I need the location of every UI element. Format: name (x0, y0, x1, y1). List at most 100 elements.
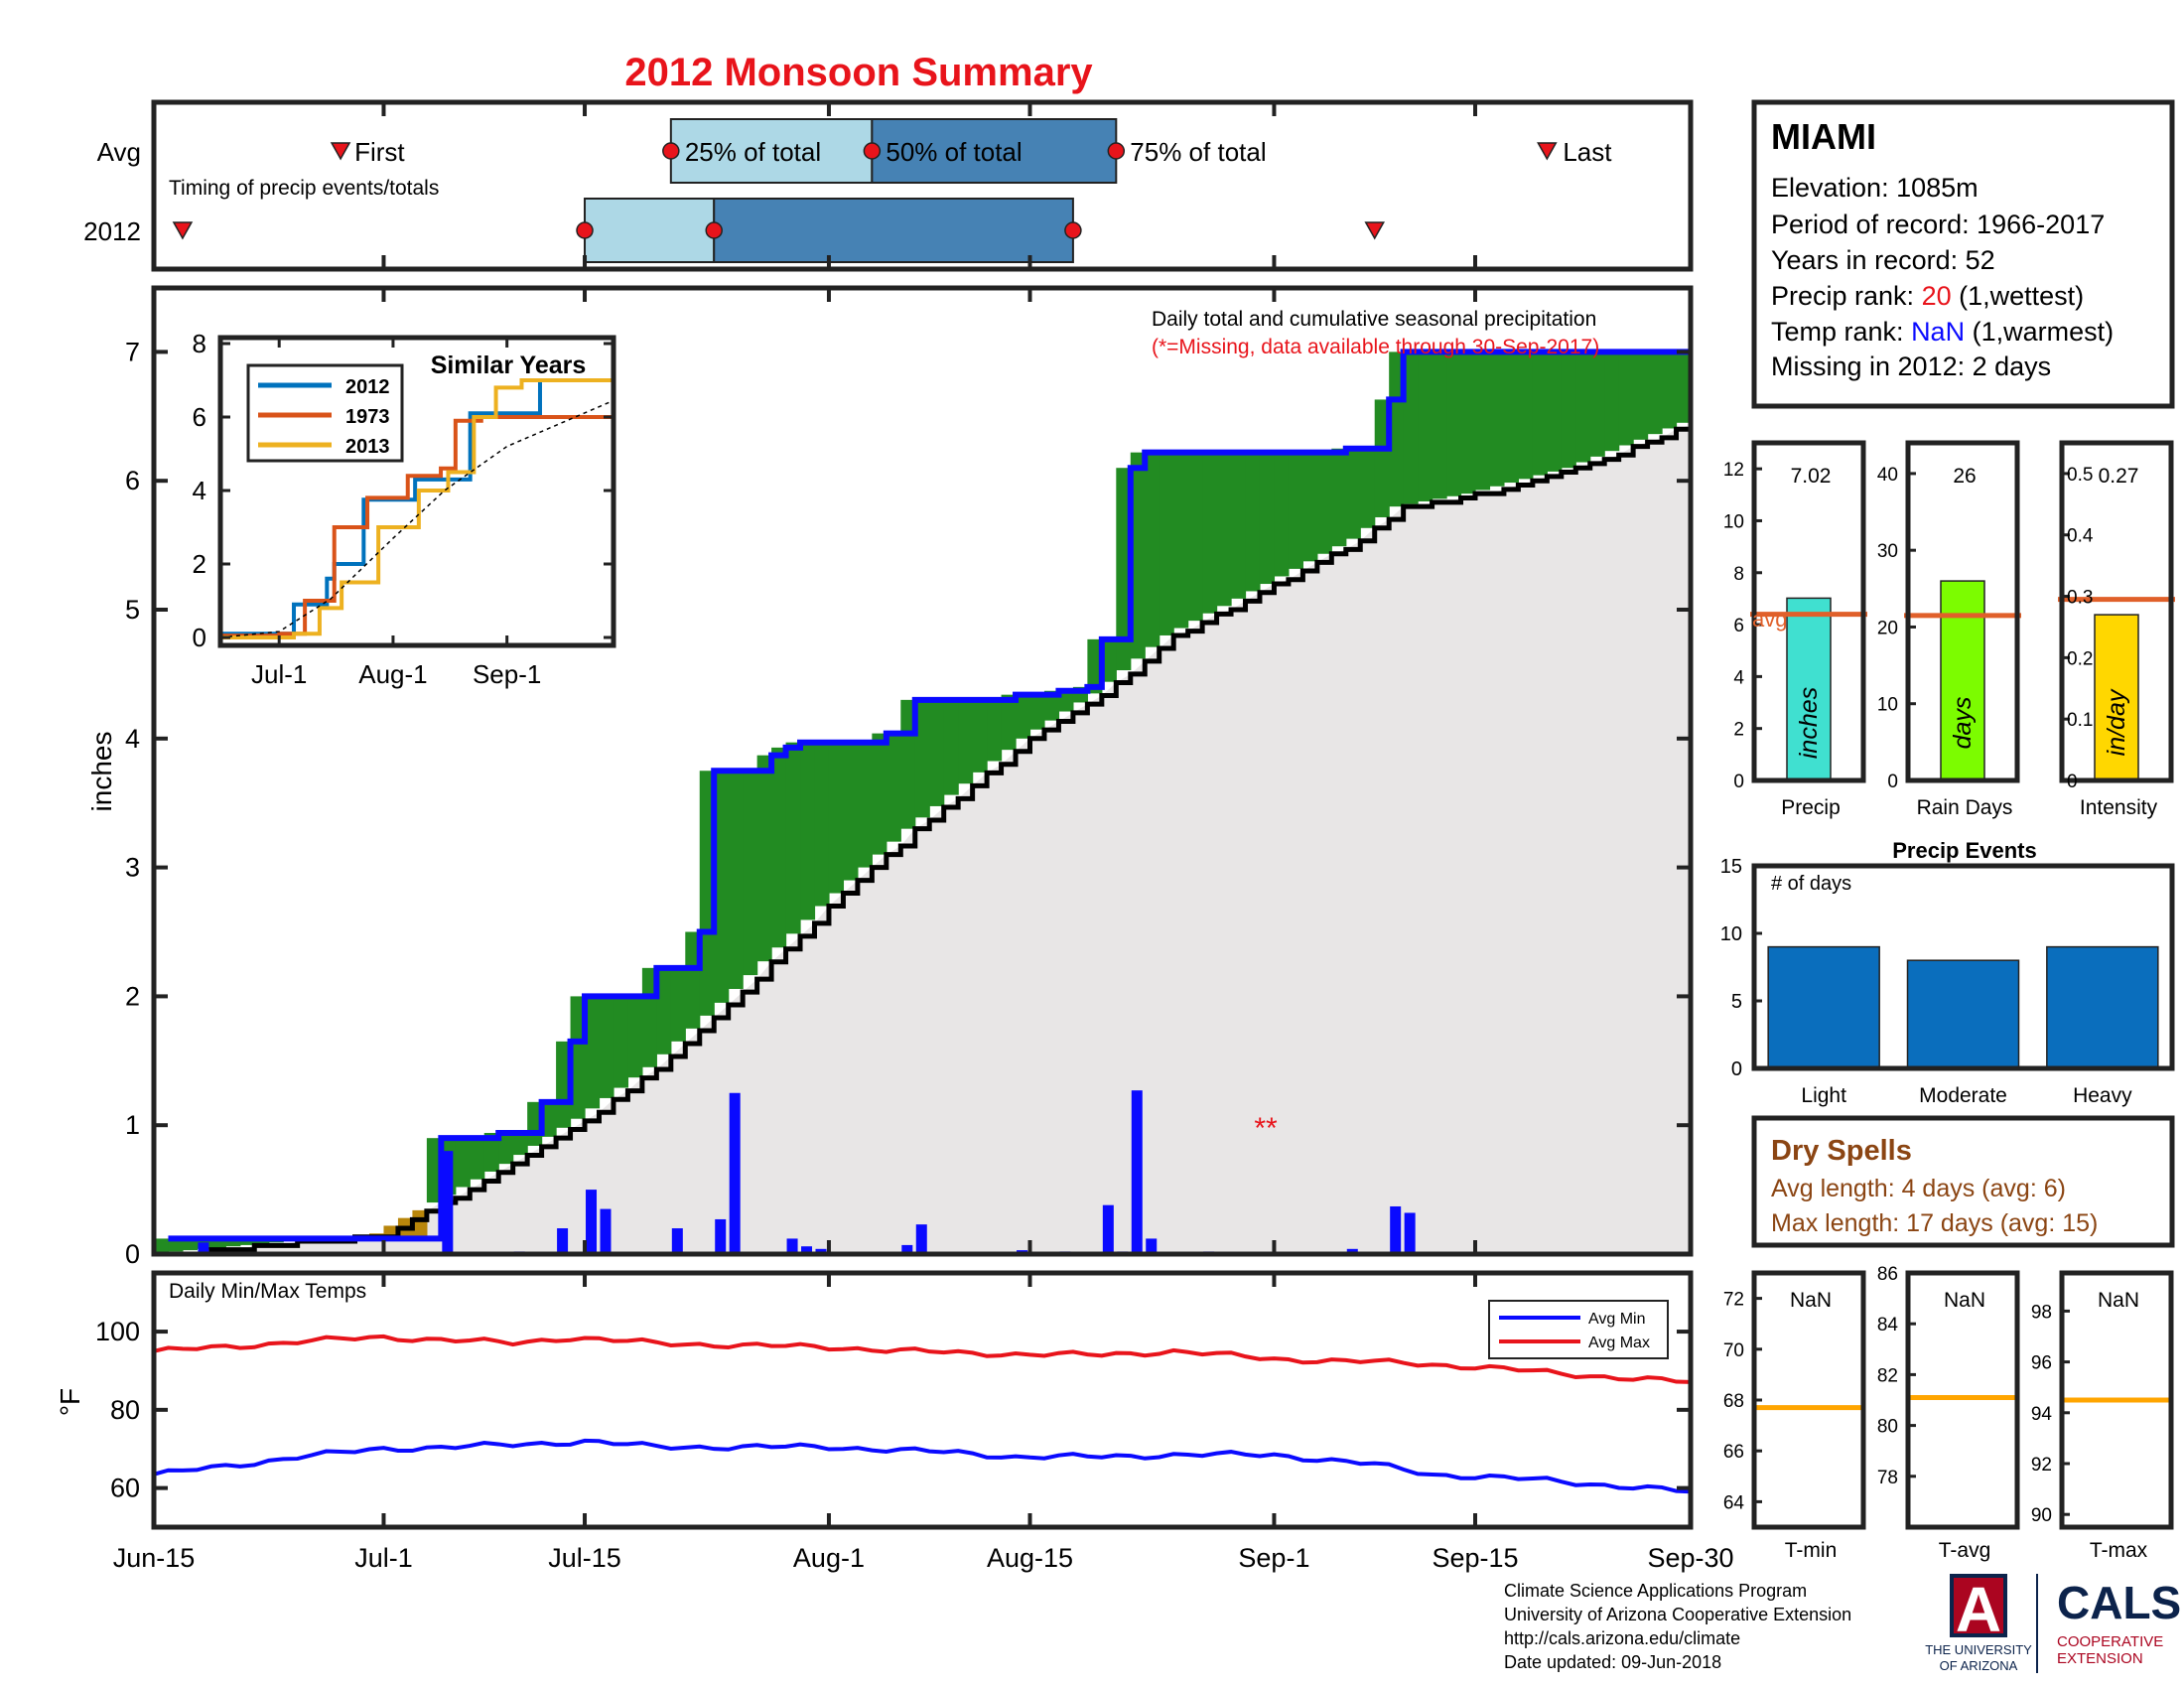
main-missing-note: (*=Missing, data available through 30-Se… (1152, 336, 1599, 358)
summary-avg-label: avg (1752, 607, 1787, 632)
inset-legend-2013: 2013 (345, 436, 390, 458)
inset-average-line (219, 399, 614, 638)
above-average-fill (225, 1238, 241, 1247)
above-average-fill (1432, 352, 1447, 499)
above-average-fill (1547, 352, 1563, 472)
above-average-fill (556, 1041, 572, 1128)
temp-bar-frame-bg (1908, 1273, 2017, 1527)
timing-row-avg-label: Avg (97, 137, 141, 167)
summary-bars: 0 2 4 6 8 10 12 0 10 20 30 40 0 0.1 0.2 0.3 0.4 0.5 (1723, 440, 2175, 792)
max-temp-line (153, 1334, 1692, 1384)
summary-tick-label: 2 (1733, 720, 1744, 741)
main-caption: Daily total and cumulative seasonal prec… (1152, 308, 1596, 331)
temp-bar-tick-label: 92 (2031, 1455, 2052, 1476)
above-average-fill (1345, 448, 1361, 539)
main-xtick-label: Jul-15 (548, 1543, 621, 1573)
above-average-fill (1173, 452, 1189, 629)
temp-ytick-label: 80 (110, 1395, 140, 1425)
main-xtick-label: Jul-1 (354, 1543, 413, 1573)
summary-unit-raindays: days (1949, 697, 1977, 750)
summary-tick-label: 0.4 (2067, 526, 2094, 547)
above-average-fill (1216, 452, 1232, 607)
above-average-fill (1647, 352, 1663, 435)
temp-bar-label-tavg: T-avg (1939, 1539, 1991, 1562)
above-average-fill (1446, 352, 1462, 496)
main-xtick-label: Jun-15 (113, 1543, 196, 1573)
legend-avg-min: Avg Min (1588, 1311, 1646, 1328)
above-average-fill (1618, 352, 1634, 446)
precip-events-inner-label: # of days (1771, 873, 1851, 895)
above-average-fill (743, 771, 758, 976)
precip-events-panel: Precip Events Light Moderate Heavy 0 5 10 15 #… (1720, 838, 2175, 1107)
inset-legend-1973: 1973 (345, 406, 390, 428)
above-average-fill (1374, 399, 1390, 517)
above-average-fill (168, 1238, 184, 1252)
temp-value-tmax: NaN (2098, 1289, 2139, 1312)
summary-bar-frame (1751, 440, 1866, 783)
above-average-fill (1676, 352, 1692, 423)
inset-series-line (220, 378, 614, 639)
footer-line2: University of Arizona Cooperative Extens… (1504, 1605, 1851, 1624)
precip-event-category-label: Heavy (2073, 1084, 2132, 1107)
above-average-fill (1389, 352, 1405, 507)
summary-value-intensity: 0.27 (2099, 465, 2139, 488)
above-average-fill (182, 1238, 199, 1251)
temp-bar-tick-label: 90 (2031, 1505, 2052, 1526)
inset-xtick-label: Jul-1 (251, 659, 307, 689)
above-average-fill (1302, 452, 1318, 562)
main-xtick-label: Sep-1 (1238, 1543, 1309, 1573)
daily-precip-bar (198, 1242, 209, 1254)
above-average-fill (585, 996, 601, 1109)
dry-spells-max: Max length: 17 days (avg: 15) (1771, 1209, 2098, 1237)
temp-bar-frame (2059, 1270, 2174, 1530)
summary-bar (2094, 614, 2139, 781)
main-xtick-label: Aug-15 (987, 1543, 1073, 1573)
above-average-fill (541, 1101, 557, 1137)
legend-avg-max: Avg Max (1588, 1335, 1650, 1351)
above-average-fill (1503, 352, 1519, 484)
station-info-box: MIAMI Elevation: 1085m Period of record:… (1751, 99, 2175, 409)
temp-ytick-label: 60 (110, 1474, 140, 1503)
temps-ylabel: °F (55, 1388, 85, 1416)
summary-tick-label: 0.5 (2067, 465, 2093, 486)
above-average-fill (1016, 694, 1031, 739)
inset-title: Similar Years (431, 352, 587, 379)
temp-bar-tick-label: 86 (1877, 1264, 1898, 1285)
temp-bar-frame-bg (1754, 1273, 1863, 1527)
summary-tick-label: 0.2 (2067, 648, 2093, 669)
precip-event-bar (1906, 959, 2020, 1069)
main-ytick-label: 0 (125, 1239, 140, 1269)
above-average-fill (1202, 452, 1218, 614)
above-average-fill (1159, 452, 1174, 635)
daily-precip-bar (1146, 1238, 1158, 1254)
daily-precip-bar (786, 1238, 798, 1254)
temp-bar-tick-label: 98 (2031, 1302, 2052, 1323)
temp-bar-tick-label: 82 (1877, 1365, 1898, 1386)
daily-precip-bar (600, 1208, 612, 1254)
above-average-fill (943, 699, 959, 795)
main-xtick-label: Sep-15 (1432, 1543, 1518, 1573)
summary-bar-label-precip: Precip (1781, 796, 1841, 819)
daily-precip-bar (586, 1190, 598, 1254)
timing-label-first: First (354, 137, 405, 167)
daily-precip-bar (915, 1224, 927, 1254)
temp-bar-tick-label: 70 (1723, 1340, 1744, 1361)
above-average-fill (914, 699, 930, 818)
above-average-fill (1187, 452, 1203, 622)
main-precip-panel: 0 1 2 3 4 5 6 7 Jun-15 Jul-1 Jul-15 Aug-1 Aug-15 Sep-… (86, 102, 1734, 1573)
above-average-fill (714, 771, 730, 1003)
footer-line1: Climate Science Applications Program (1504, 1581, 1807, 1601)
above-average-fill (843, 742, 859, 881)
above-average-fill (1029, 694, 1045, 730)
above-average-fill (872, 733, 887, 855)
timing-percentile-marker (662, 142, 680, 160)
above-average-fill (154, 1238, 170, 1253)
cals-wordmark: CALS (2057, 1577, 2181, 1628)
above-average-fill (455, 1138, 471, 1188)
timing-bar-50-75 (871, 118, 1118, 184)
missing-marker: ** (1254, 1112, 1278, 1145)
temp-bar-tick-label: 64 (1723, 1492, 1745, 1513)
cals-logo: CALS COOPERATIVE EXTENSION (2036, 1574, 2181, 1673)
above-average-fill (1043, 690, 1060, 721)
above-average-fill (599, 996, 614, 1098)
